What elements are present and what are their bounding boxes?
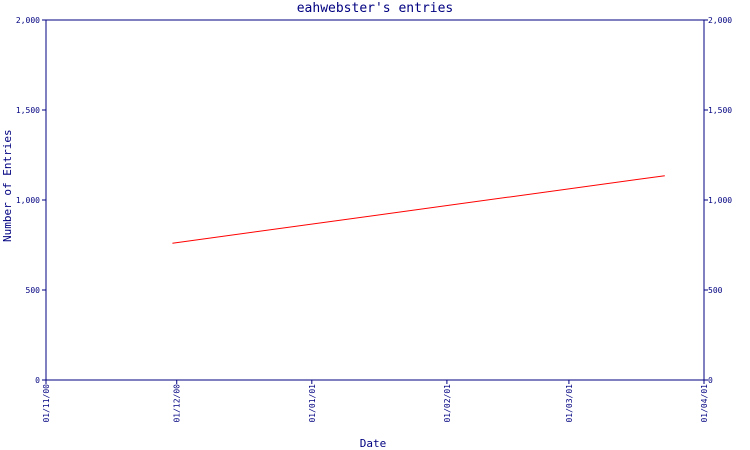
x-tick-label: 01/03/01 bbox=[565, 384, 574, 423]
y-tick-label-left: 2,000 bbox=[16, 16, 40, 25]
y-tick-label-right: 1,500 bbox=[708, 106, 732, 115]
series-line bbox=[172, 175, 665, 244]
y-tick-label-right: 0 bbox=[708, 376, 713, 385]
chart-title: eahwebster's entries bbox=[296, 1, 454, 16]
y-tick-label-left: 0 bbox=[35, 376, 40, 385]
x-tick-label: 01/01/01 bbox=[308, 384, 317, 423]
x-tick-label: 01/12/00 bbox=[173, 384, 182, 423]
y-tick-label-right: 500 bbox=[708, 286, 723, 295]
y-tick-label-left: 1,500 bbox=[16, 106, 40, 115]
x-tick-label: 01/11/00 bbox=[42, 384, 51, 423]
x-tick-label: 01/04/01 bbox=[700, 384, 709, 423]
x-tick-label: 01/02/01 bbox=[443, 384, 452, 423]
y-tick-label-right: 1,000 bbox=[708, 196, 732, 205]
y-tick-label-right: 2,000 bbox=[708, 16, 732, 25]
plot-frame bbox=[45, 19, 705, 381]
y-tick-label-left: 1,000 bbox=[16, 196, 40, 205]
y-tick-label-left: 500 bbox=[26, 286, 41, 295]
x-axis-label: Date bbox=[359, 437, 387, 450]
